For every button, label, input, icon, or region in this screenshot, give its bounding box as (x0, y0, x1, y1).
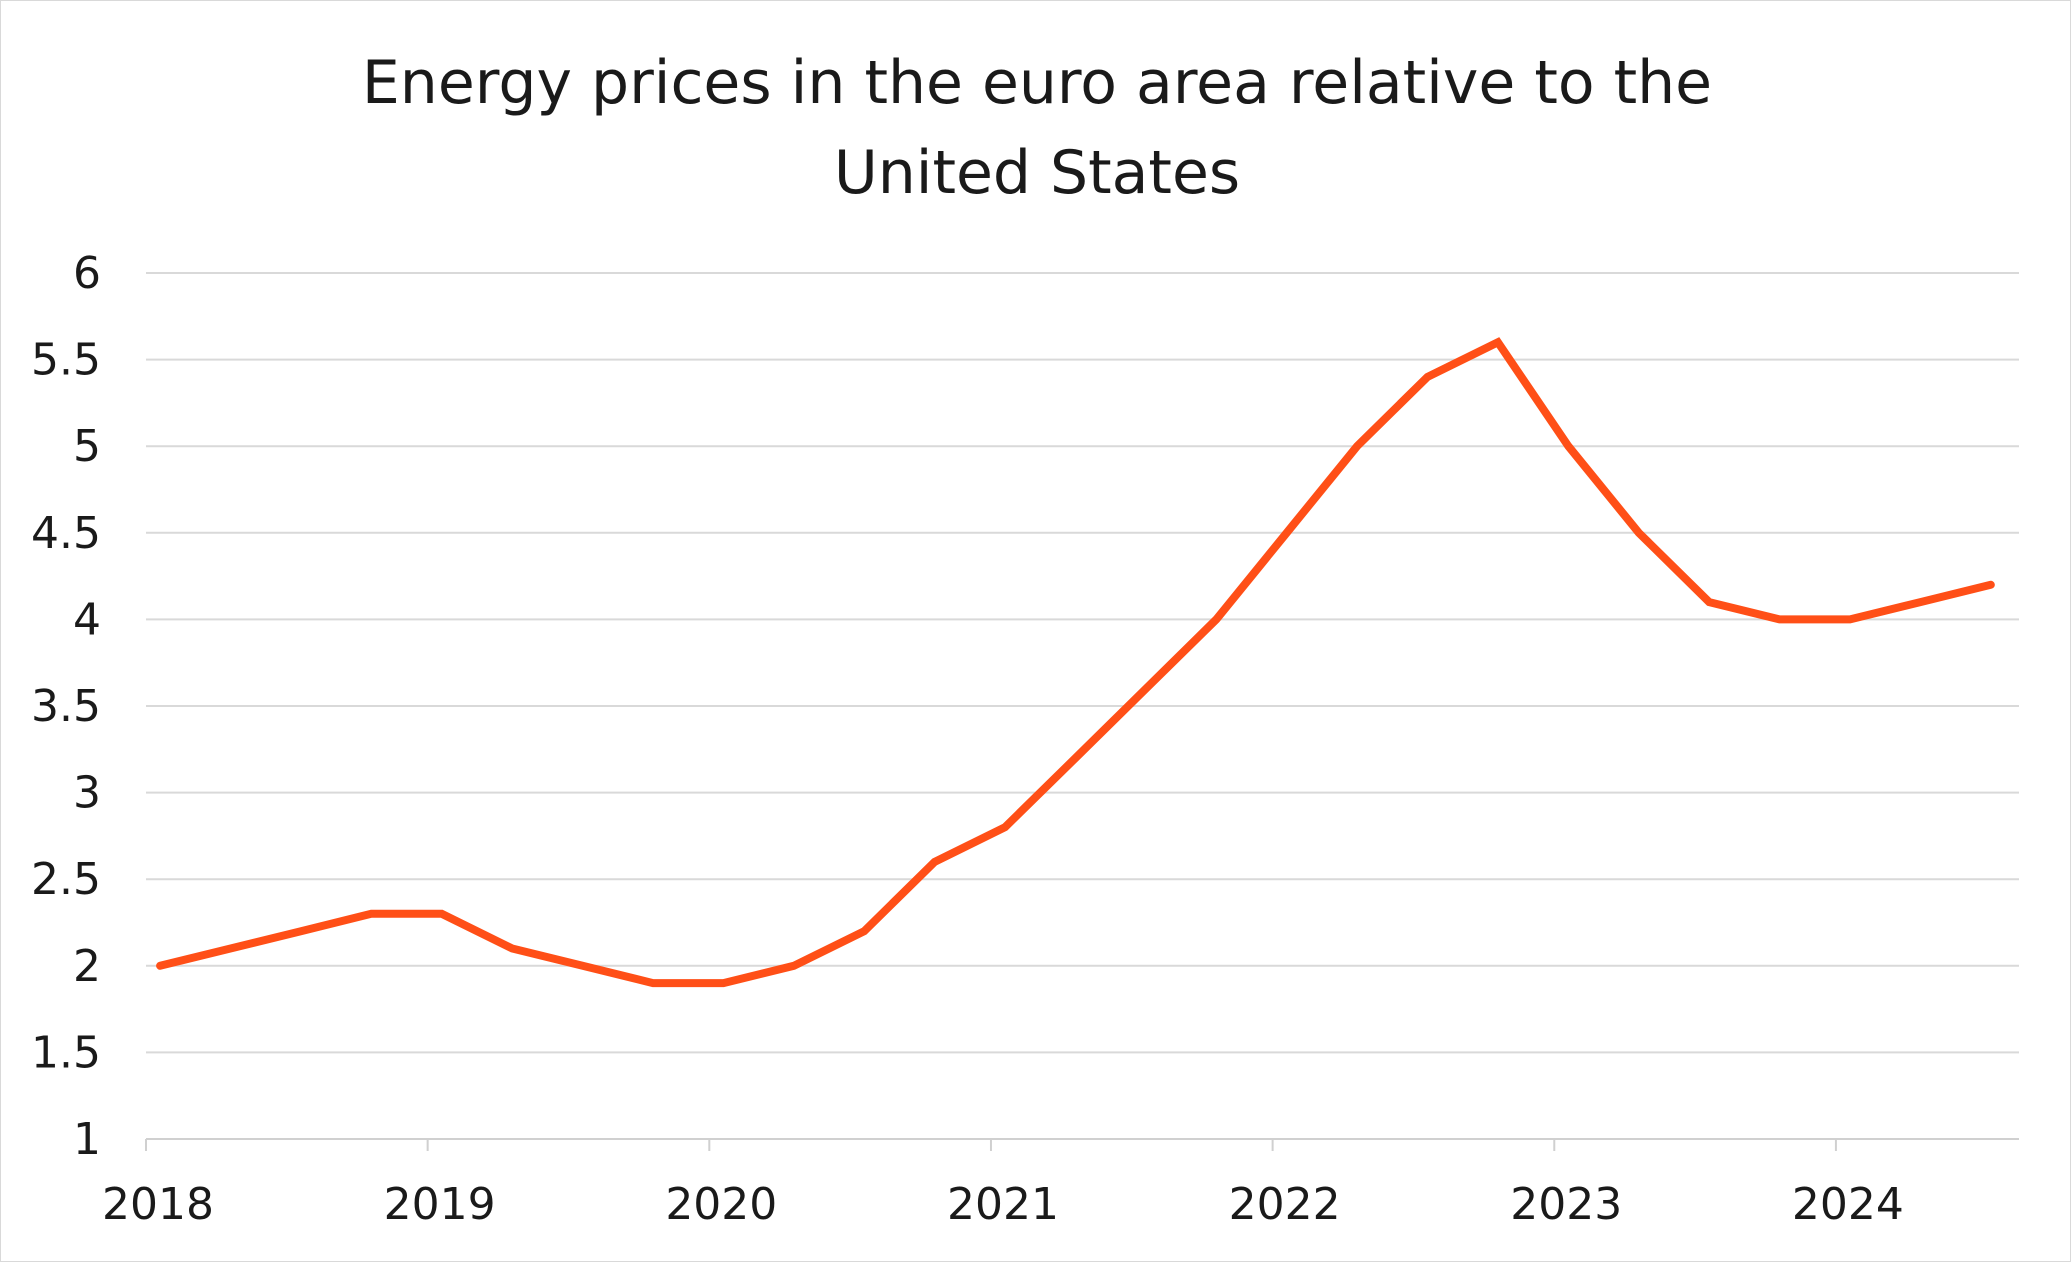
gridlines (146, 273, 2019, 1052)
x-tick-label: 2022 (1229, 1179, 1341, 1230)
x-tick-label: 2021 (947, 1179, 1059, 1230)
x-axis (146, 1139, 2019, 1151)
y-axis-tick-labels: 1 1.5 2 2.5 3 3.5 4 4.5 5 5.5 6 (31, 248, 101, 1165)
y-tick-label: 4.5 (31, 508, 101, 559)
x-tick-label: 2018 (102, 1179, 214, 1230)
y-tick-label: 3.5 (31, 681, 101, 732)
x-tick-label: 2024 (1792, 1179, 1904, 1230)
series-line-0 (160, 342, 1991, 983)
x-tick-label: 2023 (1510, 1179, 1622, 1230)
y-tick-label: 2.5 (31, 854, 101, 905)
y-tick-label: 3 (73, 768, 101, 819)
y-tick-label: 5 (73, 421, 101, 472)
x-tick-label: 2020 (665, 1179, 777, 1230)
y-tick-label: 5.5 (31, 335, 101, 386)
y-tick-label: 4 (73, 594, 101, 645)
y-tick-label: 2 (73, 941, 101, 992)
x-tick-label: 2019 (384, 1179, 496, 1230)
y-tick-label: 1 (73, 1114, 101, 1165)
y-tick-label: 6 (73, 248, 101, 299)
x-axis-tick-labels: 2018 2019 2020 2021 2022 2023 2024 (102, 1179, 1904, 1230)
series-layer (160, 342, 1991, 983)
y-tick-label: 1.5 (31, 1027, 101, 1078)
chart-title-line-2: United States (834, 138, 1240, 208)
chart-title-line-1: Energy prices in the euro area relative … (362, 48, 1712, 118)
